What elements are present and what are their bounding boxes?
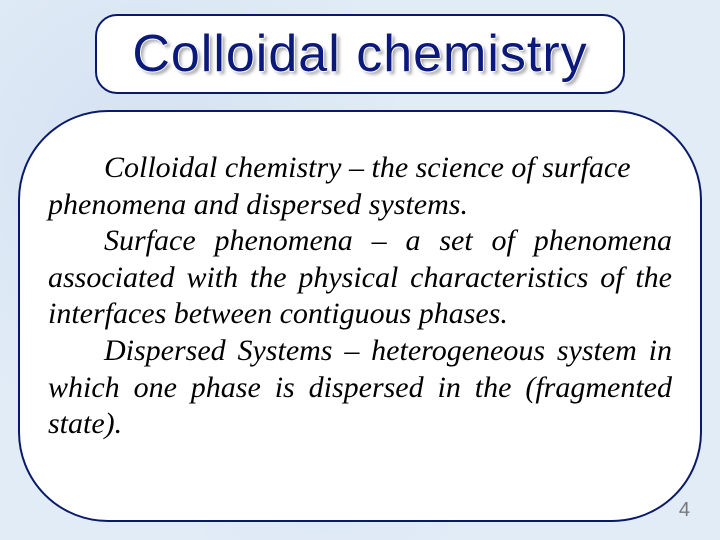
body-container: Colloidal chemistry – the science of sur… xyxy=(18,110,702,522)
term-colloidal-chemistry: Colloidal chemistry xyxy=(104,151,341,184)
slide-title: Colloidal chemistry xyxy=(132,24,587,84)
paragraph-2: Surface phenomena – a set of phenomena a… xyxy=(48,223,672,333)
term-dispersed-systems: Dispersed Systems xyxy=(104,334,332,367)
body-text: Colloidal chemistry – the science of sur… xyxy=(48,150,672,443)
paragraph-3: Dispersed Systems – heterogeneous system… xyxy=(48,333,672,443)
title-container: Colloidal chemistry xyxy=(95,14,625,94)
paragraph-1: Colloidal chemistry – the science of sur… xyxy=(48,150,672,223)
term-surface-phenomena: Surface phenomena xyxy=(104,224,353,257)
page-number: 4 xyxy=(679,499,690,522)
